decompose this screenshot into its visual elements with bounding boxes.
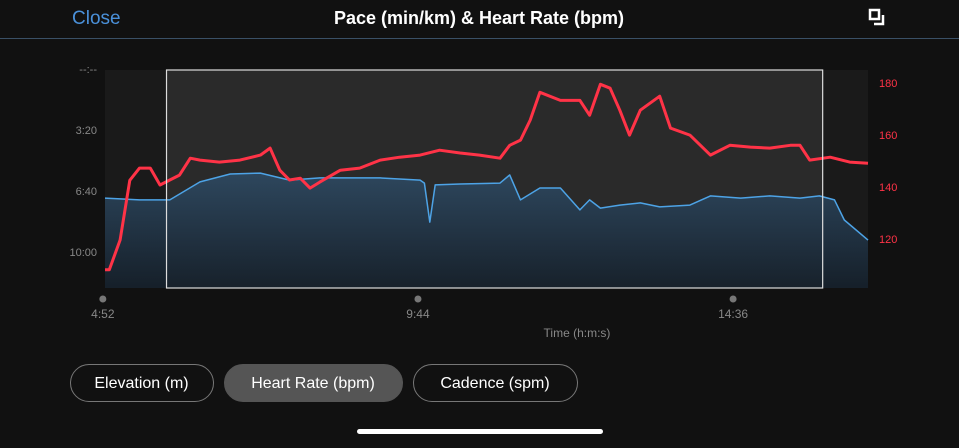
fullscreen-icon[interactable] bbox=[868, 8, 885, 26]
pace-line bbox=[104, 172, 869, 241]
x-tick-label: 9:44 bbox=[406, 307, 430, 321]
tab-button[interactable] bbox=[224, 364, 403, 402]
y-tick-label: 6:40 bbox=[76, 186, 97, 198]
tab-button-label[interactable]: Cadence (spm) bbox=[440, 375, 549, 392]
y2-tick-label: 160 bbox=[879, 130, 897, 142]
button-bar: Elevation (m) Heart Rate (bpm) Cadence (sp… bbox=[70, 364, 578, 402]
y2-tick-label: 180 bbox=[879, 78, 897, 90]
tab-button-label[interactable]: Heart Rate (bpm) bbox=[251, 375, 375, 392]
x-tick-label: 4:52 bbox=[91, 307, 115, 321]
selection-border bbox=[165, 69, 824, 289]
heart-rate-line bbox=[105, 82, 869, 272]
tab-button[interactable] bbox=[70, 364, 214, 402]
tab-button[interactable] bbox=[413, 364, 578, 402]
x-axis-label: Time (h:m:s) bbox=[544, 326, 611, 340]
y2-tick-label: 140 bbox=[879, 182, 897, 194]
y-tick-label: 3:20 bbox=[76, 125, 97, 137]
x-tick-mark bbox=[99, 295, 107, 303]
y-tick-label: --:-- bbox=[79, 64, 97, 76]
y-tick-label: 10:00 bbox=[69, 247, 97, 259]
y2-tick-label: 120 bbox=[879, 234, 897, 246]
plot: --:-- 3:20 6:40 10:00 120 140 160 180 4:52 9:44 14… bbox=[69, 64, 897, 340]
home-indicator bbox=[357, 429, 603, 434]
title: Pace (min/km) & Heart Rate (bpm) bbox=[334, 8, 624, 28]
x-tick-mark bbox=[414, 295, 422, 303]
tab-button-label[interactable]: Elevation (m) bbox=[94, 375, 188, 392]
pace-area bbox=[105, 173, 868, 288]
close-button[interactable]: Close bbox=[72, 8, 121, 29]
x-tick-mark bbox=[729, 295, 737, 303]
x-tick-label: 14:36 bbox=[718, 307, 748, 321]
